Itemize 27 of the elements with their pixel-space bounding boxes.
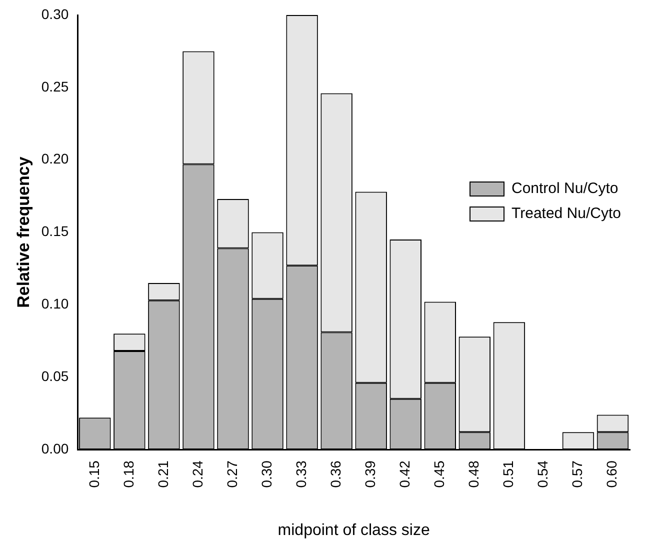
y-tick-label: 0.20 [41,150,69,167]
y-tick-label: 0.30 [41,6,69,22]
x-tick-label: 0.18 [120,460,136,488]
x-tick-label: 0.33 [292,460,309,488]
legend-label: Control Nu/Cyto [512,180,618,198]
x-tick-label: 0.27 [224,460,240,488]
x-tick-label: 0.24 [189,460,206,488]
x-tick-label: 0.39 [362,460,378,488]
y-tick-label: 0.25 [41,78,69,94]
y-tick-label: 0.15 [41,223,69,240]
y-tick-label: 0.10 [41,296,69,312]
x-tick-label: 0.57 [569,460,586,488]
legend-label: Treated Nu/Cyto [512,205,621,222]
x-tick-label: 0.48 [466,460,482,488]
x-tick-label: 0.15 [86,460,102,488]
x-tick-label: 0.30 [258,460,274,488]
y-tick-label: 0.00 [41,440,69,456]
x-tick-label: 0.21 [154,460,171,488]
x-tick-label: 0.60 [604,460,620,488]
x-tick-label: 0.42 [396,460,412,488]
x-tick-label: 0.51 [500,460,516,488]
x-axis-title: midpoint of class size [278,522,430,539]
x-tick-label: 0.36 [327,460,344,488]
x-tick-label: 0.54 [534,460,551,488]
y-axis-title: Relative frequency [14,156,33,308]
x-tick-label: 0.45 [430,460,447,488]
y-tick-label: 0.05 [41,368,69,384]
